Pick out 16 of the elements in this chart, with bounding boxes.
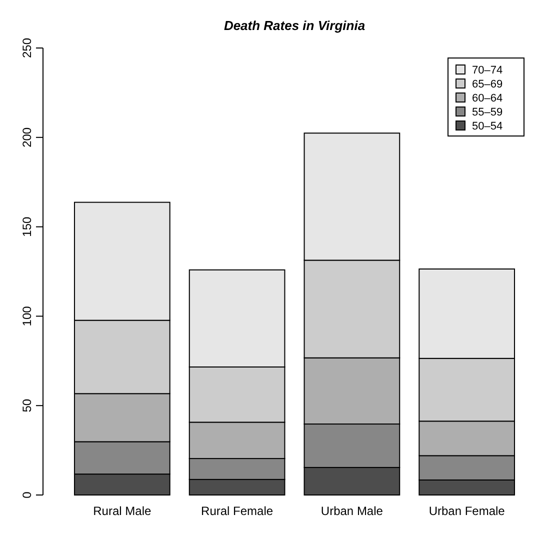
y-tick-label: 100 <box>20 306 34 326</box>
chart-title: Death Rates in Virginia <box>224 18 366 33</box>
y-tick-label: 250 <box>20 38 34 58</box>
x-tick-label: Rural Male <box>93 504 152 518</box>
y-tick-label: 0 <box>20 491 34 498</box>
y-tick-label: 200 <box>20 127 34 148</box>
legend-label: 60–64 <box>472 92 503 104</box>
x-tick-label: Urban Male <box>320 504 384 518</box>
y-tick-label: 50 <box>20 398 34 412</box>
legend-label: 70–74 <box>472 64 503 76</box>
legend-label: 50–54 <box>472 120 503 132</box>
x-tick-label: Rural Female <box>201 504 274 518</box>
legend-label: 65–69 <box>472 78 503 90</box>
legend-label: 55–59 <box>472 106 503 118</box>
x-tick-label: Urban Female <box>428 504 506 518</box>
y-tick-label: 150 <box>20 216 34 237</box>
